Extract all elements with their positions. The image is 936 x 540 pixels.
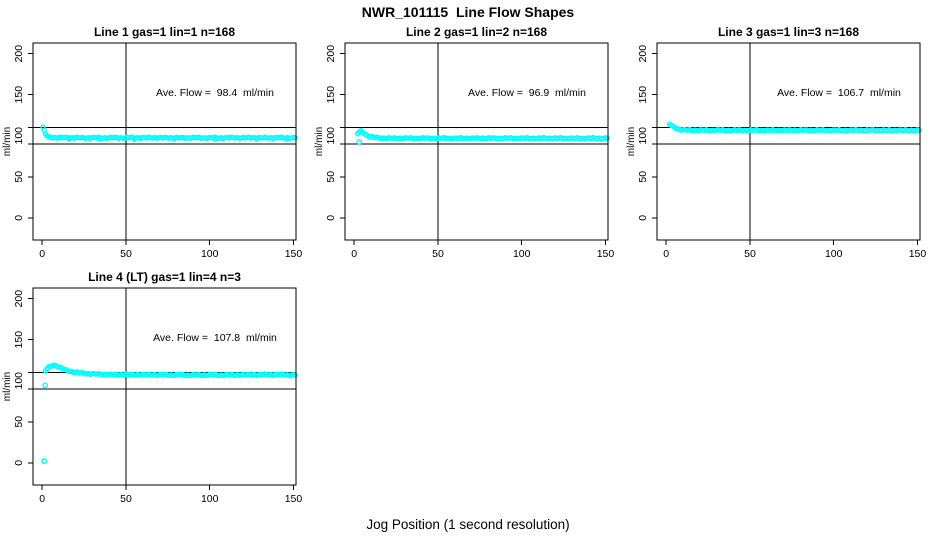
- x-tick-label: 0: [39, 248, 45, 260]
- y-tick-label: 100: [13, 127, 25, 145]
- subplot-title: Line 1 gas=1 lin=1 n=168: [94, 25, 235, 39]
- outlier-point: [356, 139, 363, 145]
- x-tick-label: 50: [432, 248, 444, 260]
- data-points: [40, 124, 298, 142]
- x-tick-label: 0: [351, 248, 357, 260]
- ave-flow-annotation: Ave. Flow = 107.8 ml/min: [153, 332, 277, 344]
- ave-flow-annotation: Ave. Flow = 96.9 ml/min: [468, 87, 586, 99]
- y-tick-label: 200: [13, 45, 25, 63]
- data-point-sparse: [66, 136, 72, 142]
- y-tick-label: 150: [13, 86, 25, 104]
- data-point-sparse: [212, 136, 218, 142]
- y-tick-label: 100: [325, 127, 337, 145]
- outlier-point: [41, 458, 48, 465]
- subplot-title: Line 4 (LT) gas=1 lin=4 n=3: [88, 270, 241, 284]
- y-axis-label: ml/min: [2, 372, 13, 401]
- y-tick-label: 50: [637, 171, 649, 183]
- plot-box: [656, 42, 921, 241]
- y-tick-label: 0: [13, 215, 25, 221]
- x-tick-label: 100: [201, 248, 219, 260]
- y-tick-label: 0: [325, 215, 337, 221]
- data-point: [604, 135, 610, 141]
- subplot-title: Line 2 gas=1 lin=2 n=168: [406, 25, 547, 39]
- x-tick-label: 150: [285, 493, 303, 505]
- data-points: [41, 362, 298, 465]
- data-point-sparse: [172, 136, 178, 142]
- ave-flow-annotation: Ave. Flow = 106.7 ml/min: [777, 87, 901, 99]
- data-point-sparse: [254, 136, 260, 142]
- y-axis-label: ml/min: [2, 127, 13, 156]
- main-title: NWR_101115 Line Flow Shapes: [361, 4, 575, 20]
- subplot-line-1: 0 50 100 150 200 0 50 100 150 ml/min Line 1 gas=1 …: [2, 25, 302, 260]
- data-points: [666, 121, 922, 134]
- y-tick-label: 50: [13, 171, 25, 183]
- subplot-title: Line 3 gas=1 lin=3 n=168: [718, 25, 859, 39]
- data-point: [292, 135, 298, 141]
- data-point-sparse: [284, 136, 290, 142]
- y-tick-label: 200: [13, 290, 25, 308]
- x-tick-label: 50: [120, 248, 132, 260]
- x-tick-label: 100: [201, 493, 219, 505]
- x-axis-global-label: Jog Position (1 second resolution): [366, 517, 570, 532]
- plot-box: [32, 42, 297, 241]
- x-tick-label: 150: [597, 248, 615, 260]
- y-tick-label: 100: [637, 127, 649, 145]
- subplot-line-4: 0 50 100 150 200 0 50 100 150 ml/min Line 4 (LT) g…: [2, 270, 302, 505]
- data-point-sparse: [96, 136, 102, 142]
- x-tick-label: 100: [513, 248, 531, 260]
- y-axis-label: ml/min: [626, 127, 637, 156]
- plot-box: [32, 287, 297, 486]
- y-tick-label: 50: [325, 171, 337, 183]
- y-tick-label: 100: [13, 372, 25, 390]
- x-tick-label: 50: [744, 248, 756, 260]
- data-points: [354, 127, 610, 145]
- data-point: [292, 372, 298, 378]
- subplot-line-2: 0 50 100 150 200 0 50 100 150 ml/min Line 2 gas=1 …: [314, 25, 614, 260]
- x-tick-label: 150: [909, 248, 927, 260]
- x-tick-label: 100: [825, 248, 843, 260]
- data-point-sparse: [131, 136, 137, 142]
- y-tick-label: 0: [13, 460, 25, 466]
- y-tick-label: 150: [13, 331, 25, 349]
- y-axis-label: ml/min: [314, 127, 325, 156]
- y-tick-label: 0: [637, 215, 649, 221]
- y-tick-label: 200: [637, 45, 649, 63]
- subplot-line-3: 0 50 100 150 200 0 50 100 150 ml/min Line 3 gas=1 …: [626, 25, 926, 260]
- x-tick-label: 50: [120, 493, 132, 505]
- x-tick-label: 0: [663, 248, 669, 260]
- ave-flow-annotation: Ave. Flow = 98.4 ml/min: [156, 87, 274, 99]
- y-tick-label: 150: [637, 86, 649, 104]
- x-tick-label: 150: [285, 248, 303, 260]
- x-tick-label: 0: [39, 493, 45, 505]
- outlier-point: [42, 382, 49, 389]
- y-tick-label: 150: [325, 86, 337, 104]
- y-tick-label: 200: [325, 45, 337, 63]
- plot-box: [344, 42, 609, 241]
- data-point: [916, 127, 922, 133]
- y-tick-label: 50: [13, 416, 25, 428]
